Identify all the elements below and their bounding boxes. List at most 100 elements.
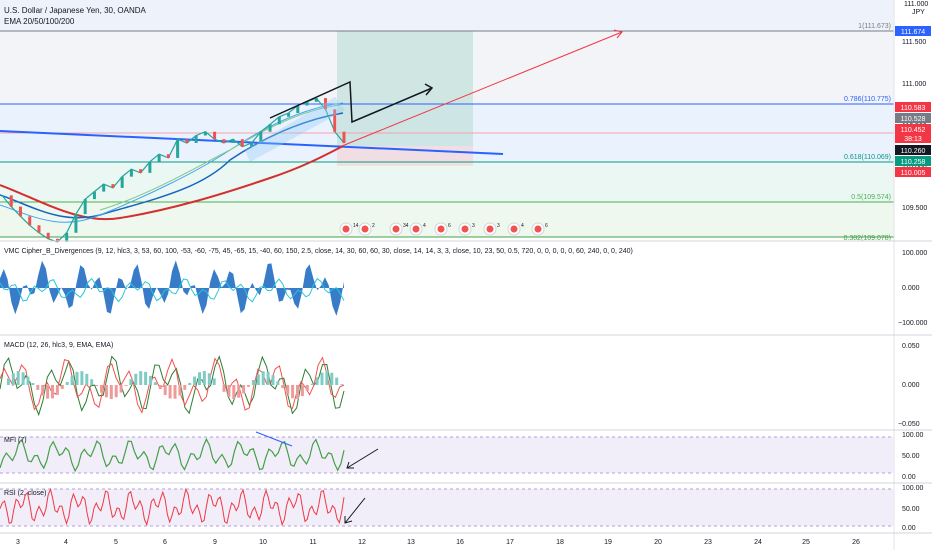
macd-histogram-bar [222,385,226,392]
macd-tick-bottom: −0.050 [898,421,920,428]
time-tick: 11 [309,539,316,546]
flag-icon [510,225,518,233]
price-candle [268,124,272,132]
event-marker[interactable]: 34 [389,222,409,236]
event-marker[interactable]: 3 [458,222,475,236]
macd-histogram-bar [124,385,128,386]
price-tag-bg [895,124,931,134]
price-candle [296,105,300,114]
fib-band-top [0,0,894,31]
event-marker[interactable]: 4 [409,222,426,236]
time-tick: 17 [506,539,514,546]
time-axis[interactable]: 3 4 5 6 9 10 11 12 13 16 17 18 19 20 23 24 25 26 [16,539,860,546]
price-series [1,97,346,243]
price-tag-bg [895,133,931,143]
price-candle [28,216,32,226]
time-tick: 13 [407,539,415,546]
macd-histogram-bar [158,385,162,390]
price-tag-bg [895,26,931,36]
rsi-tick-bottom: 0.00 [902,525,916,532]
mfi-tick-bottom: 0.00 [902,474,916,481]
price-candle [166,154,170,158]
macd-histogram-bar [85,373,89,385]
price-candle [102,184,106,192]
mfi-label[interactable]: MFI (7) [4,437,27,444]
macd-histogram-bar [320,372,324,385]
vmc-label[interactable]: VMC Cipher_B_Divergences (9, 12, hlc3, 3… [4,248,633,255]
event-marker[interactable]: 14 [339,222,359,236]
zigzag-drawing[interactable] [269,80,433,124]
time-tick: 20 [654,539,662,546]
fib-label-0618: 0.618(110.069) [844,154,891,161]
rsi-arrow[interactable] [344,497,366,524]
vmc-money-flow [0,277,345,303]
vmc-tick-mid: 0.000 [902,285,920,292]
macd-histogram-bar [55,385,59,395]
macd-histogram-bar [340,384,344,385]
event-marker[interactable]: 4 [507,222,524,236]
price-tick: 111.000 [902,81,926,88]
rising-channel[interactable] [245,97,345,162]
event-count: 3 [472,223,475,229]
position-target-zone[interactable] [337,31,473,146]
price-candle [305,101,309,106]
macd-histogram-bar [232,385,236,399]
projection-arrow[interactable] [341,31,623,147]
fib-label-1: 1(111.673) [858,23,891,30]
macd-histogram-bar [335,377,339,385]
time-tick: 23 [704,539,712,546]
zigzag-arrow-head [424,83,434,96]
macd-histogram-bar [60,385,64,389]
time-tick: 9 [213,539,217,546]
macd-histogram-bar [237,385,241,398]
price-candle [314,98,318,102]
macd-label[interactable]: MACD (12, 26, hlc3, 9, EMA, EMA) [4,342,113,349]
event-marker[interactable]: 3 [483,222,500,236]
rsi-line [0,487,345,527]
event-marker[interactable]: 6 [531,222,548,236]
price-candle [287,113,291,117]
mfi-line [0,437,345,473]
macd-histogram-bar [261,371,265,385]
macd-histogram-bar [202,371,206,385]
time-tick: 26 [852,539,860,546]
macd-histogram-bar [300,385,304,397]
macd-histogram-bar [315,377,319,385]
fib-label-05: 0.5(109.574) [851,194,891,201]
mfi-arrow[interactable] [346,448,379,469]
price-candle [259,131,263,143]
macd-histogram-bar [90,379,94,385]
macd-histogram-bar [139,371,143,385]
macd-histogram-bar [149,375,152,385]
event-count: 3 [497,223,500,229]
currency-top: 111.000 [904,1,928,8]
event-count: 14 [353,223,359,229]
macd-histogram-bar [325,371,329,385]
macd-histogram-bar [36,385,40,390]
flag-icon [461,225,469,233]
price-candle [194,135,198,143]
rsi-label[interactable]: RSI (2, close) [4,490,46,497]
event-marker[interactable]: 6 [434,222,451,236]
macd-histogram-bar [109,385,113,399]
macd-histogram-bar [310,383,314,385]
price-candle [157,154,161,162]
price-candle [250,142,254,147]
price-candle [18,206,22,217]
macd-tick-mid: 0.000 [902,382,920,389]
time-tick: 4 [64,539,68,546]
macd-histogram-bar [281,385,285,389]
price-tag-label: 111.674 [901,29,925,36]
price-candle [203,131,207,136]
event-markers[interactable]: 14 2 34 4 6 3 3 4 6 [339,222,548,236]
price-tag-label: 110.260 [901,148,926,155]
macd-histogram-bar [286,385,290,395]
price-candle [129,169,133,177]
macd-histogram-bar [153,382,157,385]
event-marker[interactable]: 2 [358,222,375,236]
rsi-tick-top: 100.00 [902,485,924,492]
price-candle [176,139,180,158]
flag-icon [534,225,542,233]
macd-histogram-bar [188,382,192,385]
